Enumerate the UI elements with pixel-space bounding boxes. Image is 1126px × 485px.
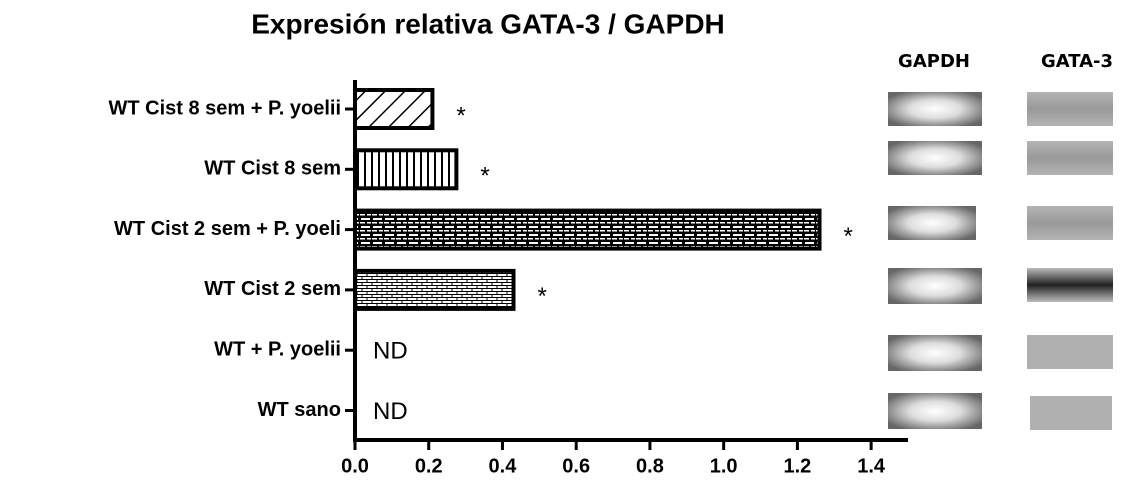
- x-tick-label: 1.0: [710, 455, 738, 477]
- x-tick-label: 1.2: [783, 455, 811, 477]
- chart-title: Expresión relativa GATA-3 / GAPDH: [251, 8, 725, 39]
- x-tick-label: 0.0: [341, 455, 369, 477]
- x-tick-label: 0.4: [489, 455, 518, 477]
- y-tick-label: WT + P. yoelii: [214, 338, 341, 360]
- chart: Expresión relativa GATA-3 / GAPDH GAPDH …: [0, 0, 1126, 485]
- bar: [355, 271, 514, 309]
- bar: [355, 150, 456, 188]
- annotation: *: [844, 223, 853, 250]
- bar: [355, 90, 432, 128]
- annotation: *: [480, 163, 489, 190]
- blot-label: GATA-3: [1041, 51, 1113, 72]
- x-tick-label: 0.8: [636, 455, 664, 477]
- annotation: ND: [373, 398, 408, 425]
- bar: [355, 211, 820, 249]
- blot-label: GAPDH: [898, 51, 970, 72]
- annotation: *: [456, 102, 465, 129]
- y-tick-label: WT Cist 2 sem: [204, 278, 341, 300]
- annotation: ND: [373, 338, 408, 365]
- x-tick-label: 0.2: [415, 455, 443, 477]
- x-tick-label: 1.4: [857, 455, 886, 477]
- y-tick-label: WT sano: [258, 399, 341, 421]
- x-tick-label: 0.6: [562, 455, 590, 477]
- annotation: *: [538, 283, 547, 310]
- y-tick-label: WT Cist 8 sem: [204, 158, 341, 180]
- y-tick-label: WT Cist 2 sem + P. yoeli: [114, 218, 341, 240]
- y-tick-label: WT Cist 8 sem + P. yoelii: [109, 97, 342, 119]
- blots: [888, 92, 1113, 430]
